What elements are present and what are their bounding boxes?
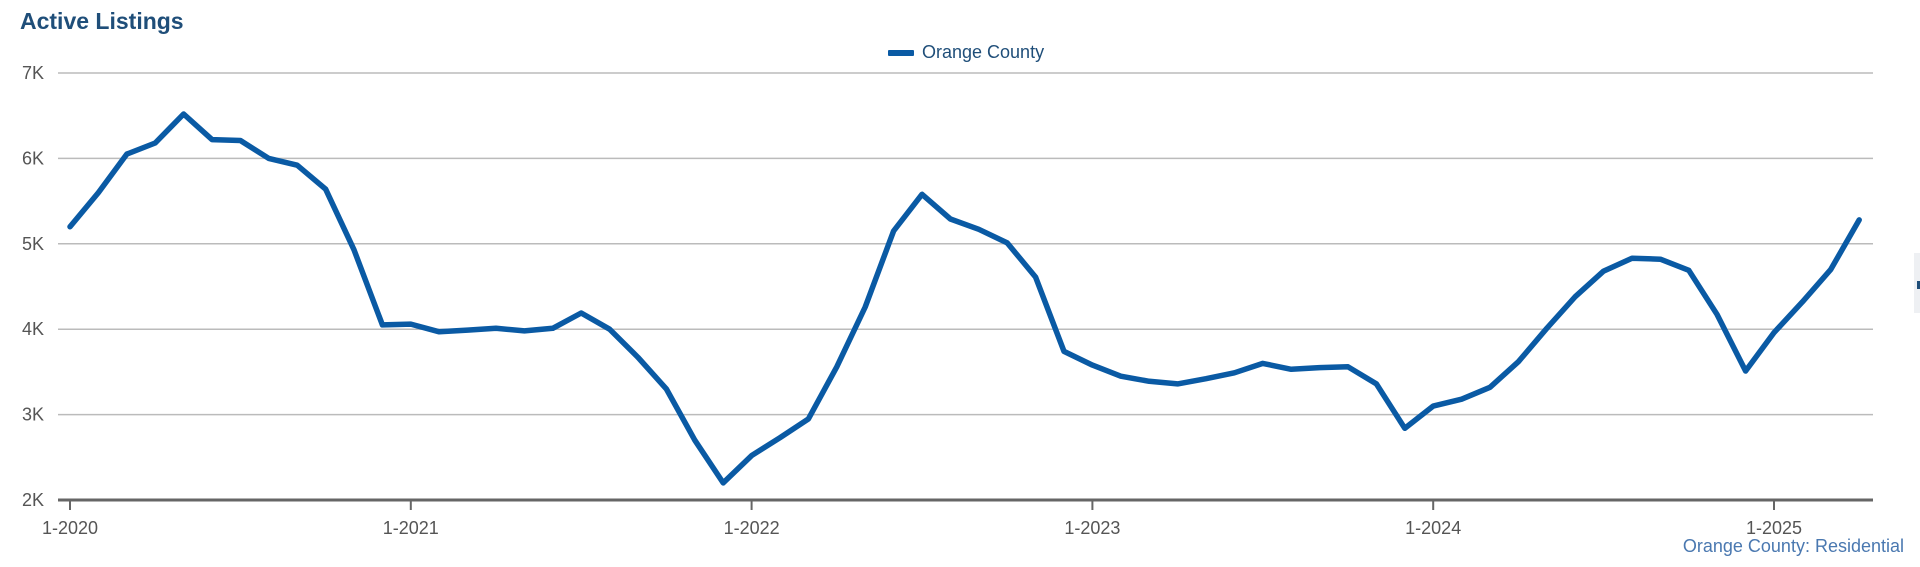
chart-title: Active Listings bbox=[20, 8, 184, 34]
x-tick-label: 1-2024 bbox=[1405, 518, 1461, 538]
x-tick-label: 1-2021 bbox=[383, 518, 439, 538]
x-tick-label: 1-2020 bbox=[42, 518, 98, 538]
y-tick-label: 3K bbox=[22, 405, 44, 425]
legend[interactable]: Orange County bbox=[888, 42, 1044, 63]
legend-label: Orange County bbox=[922, 42, 1045, 62]
scroll-handle[interactable] bbox=[1914, 253, 1920, 313]
y-tick-label: 2K bbox=[22, 490, 44, 510]
y-tick-label: 7K bbox=[22, 63, 44, 83]
series-line-orange-county bbox=[67, 111, 1862, 486]
x-tick-label: 1-2022 bbox=[724, 518, 780, 538]
legend-swatch bbox=[888, 49, 914, 56]
source-label[interactable]: Orange County: Residential bbox=[1682, 536, 1904, 556]
x-tick-label: 1-2023 bbox=[1064, 518, 1120, 538]
x-tick-label: 1-2025 bbox=[1746, 518, 1802, 538]
y-tick-label: 5K bbox=[22, 234, 44, 254]
y-tick-label: 4K bbox=[22, 319, 44, 339]
y-tick-label: 6K bbox=[22, 148, 44, 168]
